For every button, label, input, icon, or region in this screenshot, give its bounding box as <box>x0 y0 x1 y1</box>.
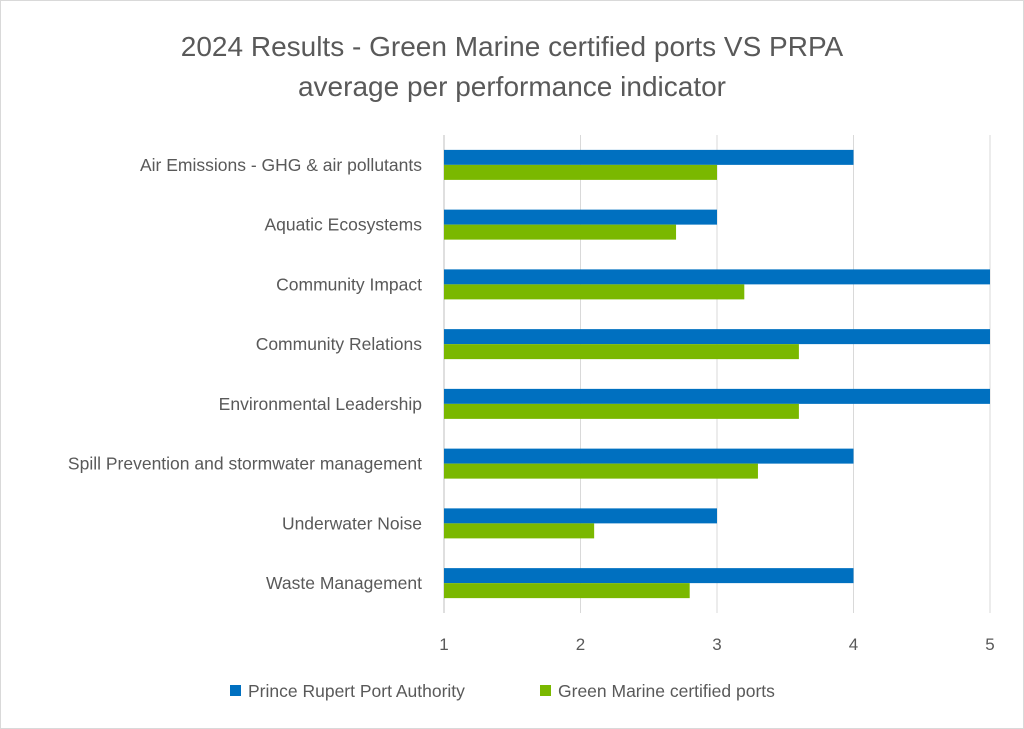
bar-prpa <box>444 508 717 524</box>
bar-green-marine <box>444 344 799 360</box>
category-label: Spill Prevention and stormwater manageme… <box>68 454 422 474</box>
category-label: Underwater Noise <box>282 513 422 533</box>
bar-green-marine <box>444 403 799 419</box>
bar-green-marine <box>444 583 690 599</box>
category-label: Environmental Leadership <box>219 394 422 414</box>
bar-prpa <box>444 329 990 345</box>
x-tick-label: 5 <box>985 635 994 654</box>
x-tick-label: 3 <box>712 635 721 654</box>
bar-prpa <box>444 388 990 404</box>
category-label: Community Relations <box>256 334 423 354</box>
x-tick-label: 4 <box>849 635 858 654</box>
bar-green-marine <box>444 284 745 300</box>
legend-label: Prince Rupert Port Authority <box>248 681 465 701</box>
legend-swatch <box>540 685 551 696</box>
bar-prpa <box>444 149 854 165</box>
bar-prpa <box>444 448 854 464</box>
bar-prpa <box>444 568 854 584</box>
category-label: Community Impact <box>276 274 422 294</box>
category-label: Air Emissions - GHG & air pollutants <box>140 155 422 175</box>
bar-green-marine <box>444 164 717 180</box>
bar-green-marine <box>444 224 677 240</box>
chart-title-line-1: 2024 Results - Green Marine certified po… <box>181 31 844 62</box>
x-tick-label: 1 <box>439 635 448 654</box>
chart-title-line-2: average per performance indicator <box>298 71 726 102</box>
legend-swatch <box>230 685 241 696</box>
bar-prpa <box>444 209 717 225</box>
x-tick-label: 2 <box>576 635 585 654</box>
category-label: Waste Management <box>266 573 422 593</box>
category-label: Aquatic Ecosystems <box>264 215 422 235</box>
bar-prpa <box>444 269 990 285</box>
bar-green-marine <box>444 463 758 479</box>
legend-label: Green Marine certified ports <box>558 681 775 701</box>
bar-green-marine <box>444 523 595 539</box>
